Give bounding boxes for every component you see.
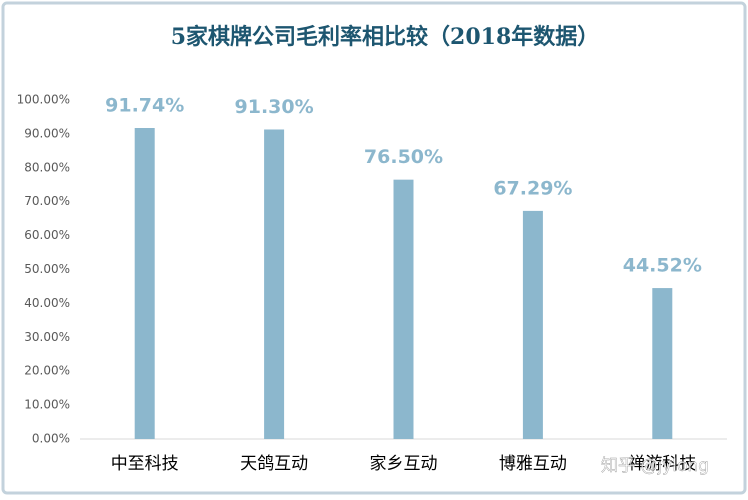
bar (264, 129, 285, 440)
bar (393, 179, 414, 440)
x-tick-label: 中至科技 (111, 454, 179, 474)
bar (134, 128, 155, 439)
y-tick-label: 90.00% (24, 126, 70, 140)
y-tick-label: 10.00% (24, 398, 70, 412)
chart-title: 5家棋牌公司毛利率相比较（2018年数据） (171, 24, 600, 50)
y-tick-label: 60.00% (24, 228, 70, 242)
y-tick-label: 100.00% (17, 93, 70, 107)
y-tick-label: 0.00% (32, 432, 70, 446)
value-label: 91.74% (105, 95, 184, 117)
watermark: 知乎 @jylong (601, 456, 709, 476)
value-label: 91.30% (235, 96, 314, 118)
bar (652, 288, 673, 439)
x-tick-label: 家乡互动 (370, 454, 438, 474)
y-tick-label: 20.00% (24, 364, 70, 378)
x-tick-label: 禅游科技 (628, 454, 696, 474)
y-tick-label: 30.00% (24, 330, 70, 344)
value-label: 67.29% (493, 177, 572, 199)
y-tick-label: 40.00% (24, 296, 70, 310)
value-label: 44.52% (623, 255, 702, 277)
x-tick-label: 天鸽互动 (240, 454, 308, 474)
y-tick-label: 50.00% (24, 262, 70, 276)
value-label: 76.50% (364, 146, 443, 168)
y-tick-label: 80.00% (24, 160, 70, 174)
x-tick-label: 博雅互动 (499, 454, 567, 474)
y-tick-label: 70.00% (24, 194, 70, 208)
bar (522, 210, 543, 439)
